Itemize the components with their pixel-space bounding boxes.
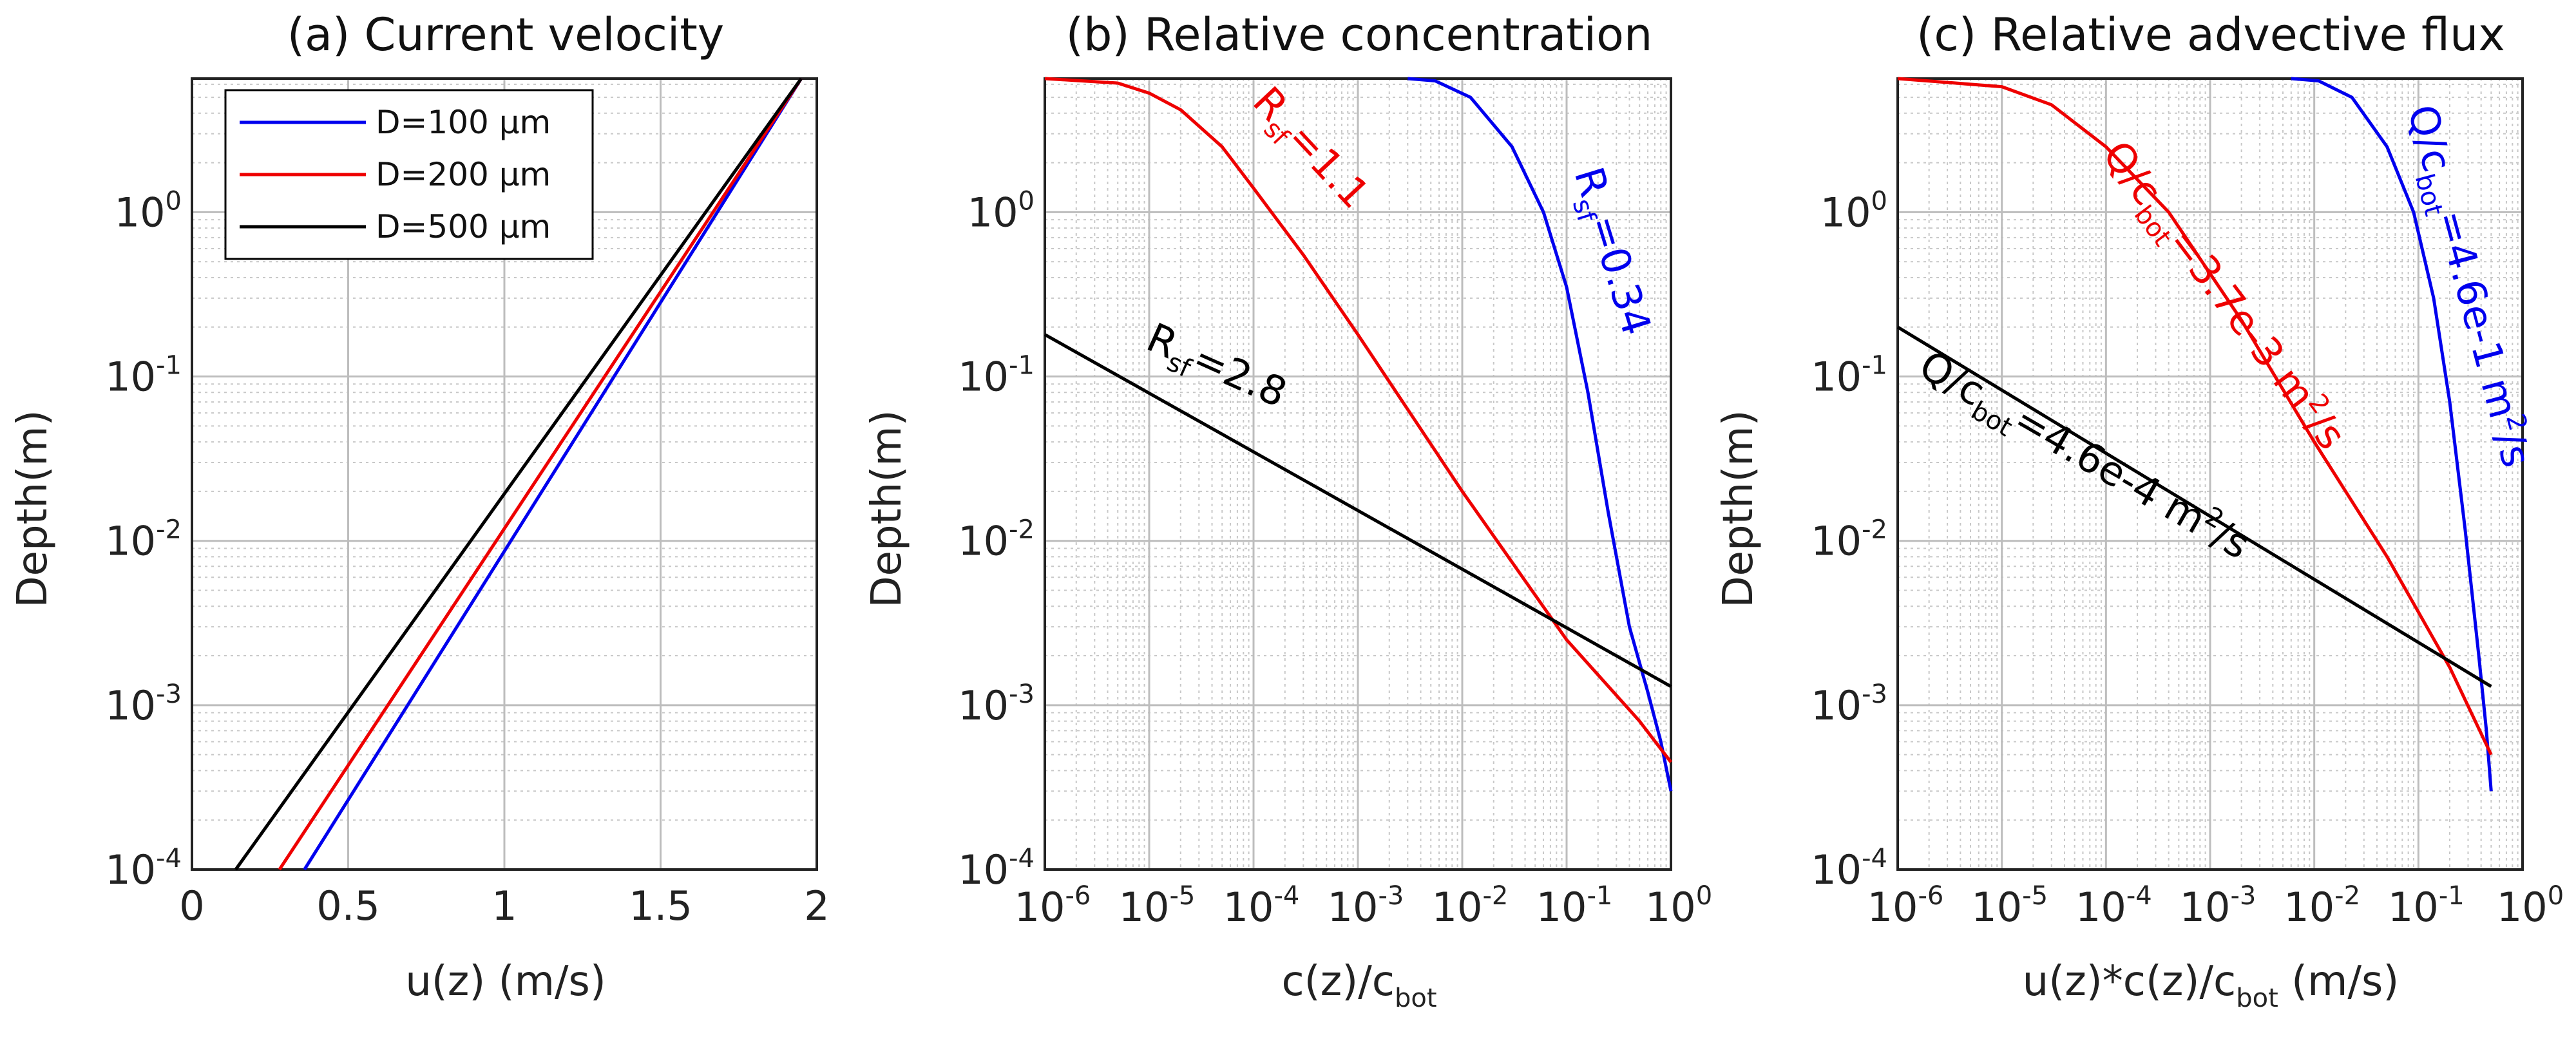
y-tick-label: 10-3 xyxy=(958,680,1035,729)
annot-rsf-2.8: Rsf=2.8 xyxy=(1137,314,1293,423)
x-tick-label: 10-4 xyxy=(2075,881,2152,931)
panel-c-ylabel: Depth(m) xyxy=(1715,410,1762,607)
panel-b-ylabel: Depth(m) xyxy=(863,410,911,607)
x-tick-label: 10-3 xyxy=(2180,881,2256,931)
panel-b: 10-4 10-3 10-2 10-1 100 10-6 10-5 10-4 10-3 10-2 1… xyxy=(958,77,1712,931)
series-line-2 xyxy=(1044,77,1672,763)
y-tick-label: 10-4 xyxy=(105,844,182,893)
panel-c: 10-4 10-3 10-2 10-1 100 10-6 10-5 10-4 10-3 10-2 1… xyxy=(1811,77,2564,931)
x-tick-label: 10-1 xyxy=(1536,881,1613,931)
series-line-2 xyxy=(278,77,803,871)
x-tick-label: 100 xyxy=(2497,881,2564,931)
x-tick-label: 10-5 xyxy=(1971,881,2048,931)
x-tick-label: 2 xyxy=(804,882,829,929)
x-tick-label: 10-4 xyxy=(1223,881,1300,931)
y-tick-label: 10-1 xyxy=(1811,351,1887,401)
panel-c-title: (c) Relative advective flux xyxy=(1916,8,2505,61)
legend-label-d100: D=100 μm xyxy=(376,104,551,141)
y-tick-label: 10-2 xyxy=(1811,515,1887,565)
x-tick-label: 10-2 xyxy=(2284,881,2360,931)
series-line-1 xyxy=(1407,77,1673,792)
x-tick-label: 100 xyxy=(1645,881,1712,931)
series-line-1 xyxy=(303,77,803,871)
x-tick-label: 1 xyxy=(491,882,517,929)
y-tick-label: 10-4 xyxy=(1811,844,1887,893)
panel-a-xlabel: u(z) (m/s) xyxy=(405,958,606,1005)
y-tick-label: 100 xyxy=(968,186,1035,236)
y-tick-label: 100 xyxy=(115,186,182,236)
y-tick-label: 10-1 xyxy=(105,351,182,401)
x-tick-label: 10-2 xyxy=(1432,881,1509,931)
panel-b-xlabel: c(z)/cbot xyxy=(1281,958,1436,1013)
y-tick-label: 10-3 xyxy=(105,680,182,729)
x-tick-label: 10-6 xyxy=(1867,881,1944,931)
x-tick-label: 10-3 xyxy=(1328,881,1404,931)
axes-frame xyxy=(191,77,818,871)
y-tick-label: 10-3 xyxy=(1811,680,1887,729)
legend-label-d500: D=500 μm xyxy=(376,208,551,245)
axes-frame xyxy=(1044,77,1672,871)
x-tick-label: 10-6 xyxy=(1015,881,1091,931)
y-tick-label: 10-1 xyxy=(958,351,1035,401)
panel-c-xlabel: u(z)*c(z)/cbot (m/s) xyxy=(2023,958,2399,1013)
panel-a-ylabel: Depth(m) xyxy=(9,410,57,607)
series-line-3 xyxy=(234,77,803,871)
x-tick-label: 1.5 xyxy=(629,882,692,929)
y-tick-label: 10-2 xyxy=(958,515,1035,565)
x-tick-label: 0 xyxy=(179,882,204,929)
series-line-2 xyxy=(1897,77,2493,756)
x-tick-label: 0.5 xyxy=(316,882,380,929)
axes-frame xyxy=(1896,77,2524,871)
legend: D=100 μm D=200 μm D=500 μm xyxy=(224,89,594,260)
legend-label-d200: D=200 μm xyxy=(376,156,551,193)
y-tick-label: 10-2 xyxy=(105,515,182,565)
panel-b-title: (b) Relative concentration xyxy=(1066,8,1653,61)
x-tick-label: 10-1 xyxy=(2388,881,2465,931)
series-line-3 xyxy=(1896,325,2492,688)
y-tick-label: 10-4 xyxy=(958,844,1035,893)
y-tick-label: 100 xyxy=(1820,186,1887,236)
x-tick-label: 10-5 xyxy=(1119,881,1196,931)
panel-a-title: (a) Current velocity xyxy=(287,8,725,61)
series-line-3 xyxy=(1044,333,1672,688)
